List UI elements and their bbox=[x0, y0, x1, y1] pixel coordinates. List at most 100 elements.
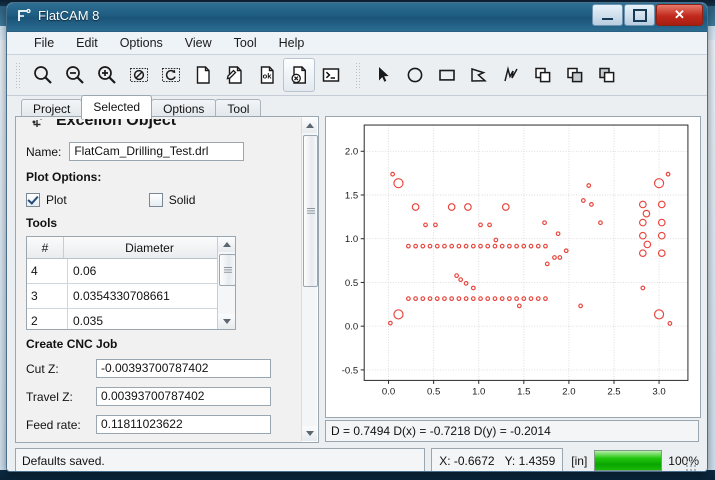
svg-text:1.5: 1.5 bbox=[517, 386, 530, 397]
delta-readout-bar: D = 0.7494 D(x) = -0.7218 D(y) = -0.2014 bbox=[325, 420, 699, 442]
menu-file[interactable]: File bbox=[34, 36, 55, 50]
tool-number: 2 bbox=[27, 309, 68, 329]
window-resize-grip[interactable] bbox=[685, 460, 697, 471]
tools-table-scrollbar[interactable] bbox=[217, 237, 235, 329]
feed-rate-input[interactable]: 0.11811023622 bbox=[96, 415, 271, 434]
svg-text:2.0: 2.0 bbox=[562, 386, 575, 397]
update-geometry-ok-icon[interactable]: ok bbox=[251, 58, 283, 92]
tab-tool[interactable]: Tool bbox=[215, 99, 262, 119]
cut-z-input[interactable]: -0.00393700787402 bbox=[96, 359, 271, 378]
cnc-section-row: Create CNC Job bbox=[26, 337, 292, 351]
travel-z-input[interactable]: 0.00393700787402 bbox=[96, 387, 271, 406]
name-row: Name: FlatCam_Drilling_Test.drl bbox=[26, 142, 292, 161]
scroll-thumb[interactable] bbox=[219, 254, 235, 286]
table-row[interactable]: 4 0.06 bbox=[27, 259, 235, 284]
tools-col-num: # bbox=[27, 237, 64, 258]
coord-y: Y: 1.4359 bbox=[504, 453, 556, 468]
statusbar: Defaults saved. X: -0.6672 Y: 1.4359 [in… bbox=[15, 447, 699, 471]
minimize-button[interactable] bbox=[592, 4, 623, 26]
svg-text:1.5: 1.5 bbox=[345, 190, 358, 201]
tab-selected[interactable]: Selected bbox=[81, 95, 153, 119]
toolbar-grip-2[interactable] bbox=[355, 62, 362, 88]
close-button[interactable]: ✕ bbox=[656, 4, 703, 26]
panel-tabs: Project Selected Options Tool bbox=[7, 95, 707, 119]
draw-polygon-icon[interactable] bbox=[463, 58, 495, 92]
menubar: File Edit Options View Tool Help bbox=[7, 32, 707, 55]
delta-readout-text: D = 0.7494 D(x) = -0.7218 D(y) = -0.2014 bbox=[331, 424, 551, 438]
cursor-coordinates: X: -0.6672 Y: 1.4359 bbox=[431, 448, 564, 471]
edit-geometry-icon[interactable] bbox=[219, 58, 251, 92]
zoom-out-icon[interactable] bbox=[59, 58, 91, 92]
svg-text:-0.5: -0.5 bbox=[342, 365, 358, 376]
delete-object-icon[interactable] bbox=[283, 58, 315, 92]
svg-text:ok: ok bbox=[263, 72, 273, 81]
excellon-drill-icon bbox=[26, 119, 48, 132]
selected-panel-scrollbar[interactable] bbox=[301, 118, 318, 441]
menu-tool[interactable]: Tool bbox=[233, 36, 257, 50]
draw-rectangle-icon[interactable] bbox=[431, 58, 463, 92]
menu-options[interactable]: Options bbox=[119, 36, 163, 50]
menu-help[interactable]: Help bbox=[278, 36, 305, 50]
tool-number: 3 bbox=[27, 284, 68, 308]
selected-panel-scroll-content: Excellon Object Name: FlatCam_Drilling_T… bbox=[16, 117, 302, 442]
svg-text:2.5: 2.5 bbox=[607, 386, 620, 397]
units-label: [in] bbox=[571, 453, 588, 468]
scroll-down-icon[interactable] bbox=[218, 314, 235, 329]
menu-view[interactable]: View bbox=[184, 36, 212, 50]
scatter-plot[interactable]: 0.0 0.5 1.0 1.5 2.0 2.5 3.0 -0.5 0.0 0.5 1.0 1.5 2.0 bbox=[326, 117, 700, 417]
replot-icon[interactable] bbox=[155, 58, 187, 92]
selected-object-panel: Excellon Object Name: FlatCam_Drilling_T… bbox=[15, 116, 319, 443]
window-title: FlatCAM 8 bbox=[38, 8, 100, 23]
feed-rate-row: Feed rate: 0.11811023622 bbox=[26, 415, 292, 434]
scroll-down-icon[interactable] bbox=[302, 426, 317, 441]
svg-text:0.5: 0.5 bbox=[345, 278, 358, 289]
shell-console-icon[interactable] bbox=[315, 58, 347, 92]
zoom-in-icon[interactable] bbox=[91, 58, 123, 92]
subtract-icon[interactable] bbox=[591, 58, 623, 92]
solid-checkbox-label: Solid bbox=[168, 193, 196, 207]
maximize-button[interactable] bbox=[624, 4, 655, 26]
tab-project[interactable]: Project bbox=[21, 99, 83, 119]
draw-circle-icon[interactable] bbox=[399, 58, 431, 92]
content-area: Excellon Object Name: FlatCam_Drilling_T… bbox=[7, 116, 707, 471]
zoom-fit-icon[interactable] bbox=[27, 58, 59, 92]
scroll-up-icon[interactable] bbox=[302, 118, 317, 133]
plot-checkbox[interactable]: Plot bbox=[26, 193, 67, 207]
hint-row: Select from the tools section above bbox=[26, 441, 292, 442]
tools-table[interactable]: # Diameter 4 0.06 3 0.0354330708661 2 0.… bbox=[26, 236, 236, 330]
tab-options[interactable]: Options bbox=[151, 99, 217, 119]
cut-z-row: Cut Z: -0.00393700787402 bbox=[26, 359, 292, 378]
object-header: Excellon Object bbox=[26, 119, 292, 133]
menu-edit[interactable]: Edit bbox=[76, 36, 98, 50]
flatcam-main-window: FlatCAM 8 ✕ File Edit Options View Tool … bbox=[6, 2, 708, 472]
name-input[interactable]: FlatCam_Drilling_Test.drl bbox=[69, 142, 245, 161]
table-row[interactable]: 2 0.035 bbox=[27, 309, 235, 329]
scroll-up-icon[interactable] bbox=[218, 237, 235, 252]
solid-checkbox[interactable]: Solid bbox=[148, 193, 196, 207]
draw-path-icon[interactable] bbox=[495, 58, 527, 92]
select-cursor-icon[interactable] bbox=[367, 58, 399, 92]
tools-label: Tools bbox=[26, 216, 58, 230]
tools-hint-text: Select from the tools section above bbox=[26, 441, 213, 442]
feed-rate-label: Feed rate: bbox=[26, 417, 81, 432]
table-row[interactable]: 3 0.0354330708661 bbox=[27, 284, 235, 309]
window-controls: ✕ bbox=[592, 4, 703, 26]
scroll-thumb[interactable] bbox=[303, 135, 318, 287]
intersection-icon[interactable] bbox=[559, 58, 591, 92]
progress-bar bbox=[594, 450, 663, 471]
toolbar-grip[interactable] bbox=[15, 62, 22, 88]
plot-canvas-panel[interactable]: 0.0 0.5 1.0 1.5 2.0 2.5 3.0 -0.5 0.0 0.5 1.0 1.5 2.0 bbox=[325, 116, 701, 418]
main-toolbar: ok bbox=[7, 55, 707, 96]
maximize-icon bbox=[632, 8, 647, 22]
plot-options-row: Plot Options: bbox=[26, 170, 292, 184]
solid-checkbox-box bbox=[148, 193, 163, 207]
close-icon: ✕ bbox=[674, 7, 685, 22]
tools-table-header: # Diameter bbox=[27, 237, 235, 259]
plot-options-label: Plot Options: bbox=[26, 170, 102, 184]
window-titlebar[interactable]: FlatCAM 8 ✕ bbox=[7, 3, 707, 32]
minimize-icon bbox=[602, 17, 613, 20]
tool-diameter: 0.035 bbox=[73, 314, 104, 328]
new-blank-geometry-icon[interactable] bbox=[187, 58, 219, 92]
union-icon[interactable] bbox=[527, 58, 559, 92]
clear-plot-icon[interactable] bbox=[123, 58, 155, 92]
